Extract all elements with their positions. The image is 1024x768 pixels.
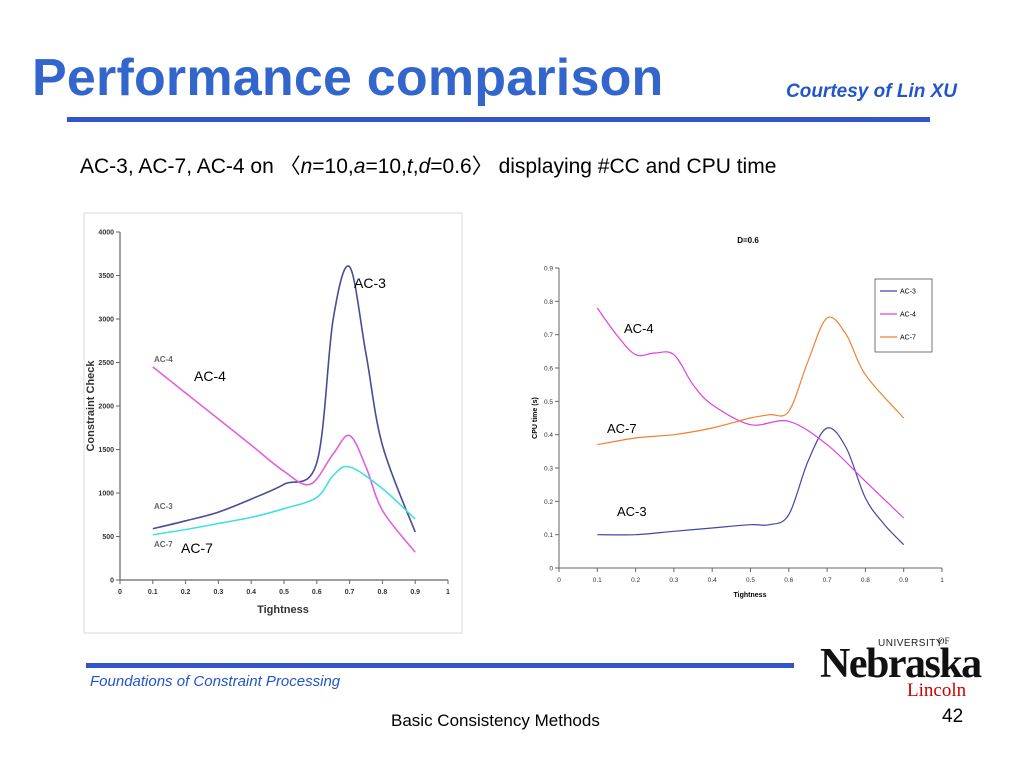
x-tick-label: 0 [118, 589, 122, 596]
chart-title-right: D=0.6 [737, 236, 759, 245]
slide-title: Performance comparison [32, 49, 664, 107]
y-axis-title-left: Constraint Check [85, 360, 97, 452]
x-tick-label: 0.5 [279, 589, 289, 596]
series-line-ac-4 [596, 307, 905, 519]
y-tick-label: 0.6 [544, 366, 553, 373]
y-tick-label: 0 [110, 578, 114, 585]
annotation-ac3-left: AC-3 [354, 275, 386, 291]
y-tick-label: 0.3 [544, 466, 553, 473]
legend-label-ac3-left: AC-3 [154, 502, 173, 511]
x-tick-label: 0.3 [214, 589, 224, 596]
y-tick-label: 0 [549, 566, 553, 573]
x-tick-label: 1 [446, 589, 450, 596]
annotation-ac4-left: AC-4 [194, 368, 226, 384]
x-tick-label: 0 [557, 577, 561, 584]
legend-label-ac-4: AC-4 [900, 312, 916, 319]
x-tick-label: 1 [940, 577, 944, 584]
series-line-ac-3 [152, 265, 416, 533]
y-tick-label: 4000 [98, 230, 114, 237]
series-line-ac-7 [152, 465, 416, 536]
y-tick-label: 2000 [98, 404, 114, 411]
logo-nebraska-text: Nebraska [820, 641, 982, 687]
logo-university-text: UNIVERSITY [878, 638, 944, 649]
x-axis-title-right: Tightness [734, 592, 767, 599]
x-tick-label: 0.1 [148, 589, 158, 596]
title-divider [67, 117, 930, 122]
footer-divider [86, 663, 794, 668]
x-tick-label: 0.2 [631, 577, 640, 584]
x-tick-label: 0.8 [378, 589, 388, 596]
cpu-time-chart: D=0.6 0 0.1 0.2 0.3 0.4 0.5 0.6 0.7 0.8 0.9 0 0.1 0… [532, 236, 944, 599]
x-tick-label: 0.6 [784, 577, 793, 584]
y-tick-label: 0.9 [544, 266, 553, 273]
y-tick-label: 0.5 [544, 399, 553, 406]
x-tick-label: 0.7 [345, 589, 355, 596]
legend-label-ac4-left: AC-4 [154, 355, 173, 364]
slide-subtitle: AC-3, AC-7, AC-4 on 〈n=10,a=10,t,d=0.6〉 … [80, 155, 777, 178]
footer-section-name: Basic Consistency Methods [391, 711, 600, 730]
logo-of-text: OF [938, 636, 950, 646]
y-tick-label: 0.7 [544, 332, 553, 339]
x-tick-label: 0.5 [746, 577, 755, 584]
x-tick-label: 0.7 [823, 577, 832, 584]
legend-label-ac7-left: AC-7 [154, 540, 173, 549]
annotation-ac3-right: AC-3 [617, 504, 647, 519]
constraint-check-chart: 0 500 1000 1500 2000 2500 3000 3500 4000 0 0.1 0.2… [83, 212, 463, 634]
x-tick-label: 0.2 [181, 589, 191, 596]
y-tick-label: 1500 [98, 447, 114, 454]
y-tick-label: 2500 [98, 360, 114, 367]
university-logo: UNIVERSITY OF Nebraska Lincoln [820, 636, 982, 702]
x-tick-label: 0.4 [246, 589, 256, 596]
series-line-ac-3 [597, 427, 905, 546]
x-tick-label: 0.9 [899, 577, 908, 584]
annotation-ac7-left: AC-7 [181, 540, 213, 556]
footer-course-name: Foundations of Constraint Processing [90, 673, 341, 690]
x-tick-label: 0.9 [410, 589, 420, 596]
y-tick-label: 0.8 [544, 299, 553, 306]
legend-label-ac-3: AC-3 [900, 289, 916, 296]
x-tick-label: 0.3 [669, 577, 678, 584]
y-tick-label: 3500 [98, 273, 114, 280]
annotation-ac7-right: AC-7 [607, 421, 637, 436]
y-tick-label: 3000 [98, 317, 114, 324]
y-tick-label: 1000 [98, 491, 114, 498]
x-tick-label: 0.1 [593, 577, 602, 584]
courtesy-note: Courtesy of Lin XU [786, 81, 958, 102]
series-line-ac-7 [597, 316, 905, 446]
y-axis-title-right: CPU time (s) [532, 397, 539, 439]
chart-frame-left [83, 212, 463, 634]
x-tick-label: 0.4 [708, 577, 717, 584]
y-tick-label: 500 [102, 534, 114, 541]
x-tick-label: 0.8 [861, 577, 870, 584]
legend-label-ac-7: AC-7 [900, 335, 916, 342]
x-tick-label: 0.6 [312, 589, 322, 596]
annotation-ac4-right: AC-4 [624, 321, 654, 336]
page-number: 42 [942, 706, 964, 727]
x-axis-title-left: Tightness [257, 604, 309, 616]
logo-lincoln-text: Lincoln [907, 680, 967, 701]
y-tick-label: 0.1 [544, 532, 553, 539]
y-tick-label: 0.4 [544, 432, 553, 439]
y-tick-label: 0.2 [544, 499, 553, 506]
